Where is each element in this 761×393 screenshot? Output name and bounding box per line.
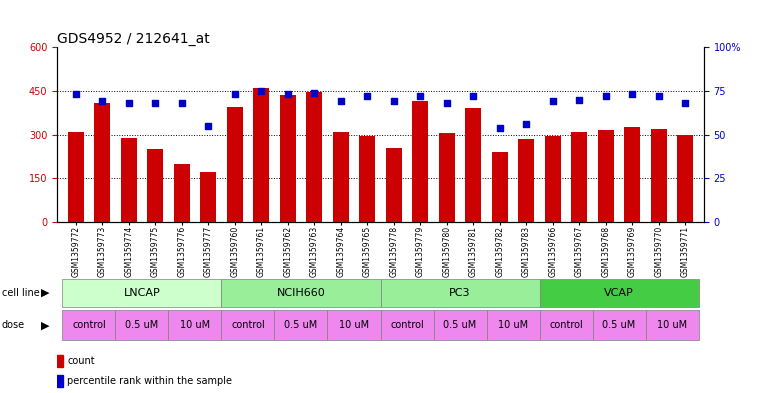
- Bar: [434, 310, 486, 340]
- Bar: [386, 148, 402, 222]
- Bar: [94, 103, 110, 222]
- Text: NCIH660: NCIH660: [276, 288, 326, 298]
- Bar: [412, 101, 428, 222]
- Text: PC3: PC3: [449, 288, 471, 298]
- Text: VCAP: VCAP: [604, 288, 634, 298]
- Point: [255, 88, 267, 94]
- Bar: [147, 149, 163, 222]
- Bar: [174, 164, 189, 222]
- Bar: [168, 310, 221, 340]
- Bar: [545, 136, 561, 222]
- Bar: [651, 129, 667, 222]
- Bar: [486, 310, 540, 340]
- Bar: [677, 134, 693, 222]
- Point: [441, 100, 453, 106]
- Point: [149, 100, 161, 106]
- Text: control: control: [231, 320, 265, 330]
- Text: percentile rank within the sample: percentile rank within the sample: [68, 376, 232, 386]
- Bar: [116, 310, 168, 340]
- Bar: [57, 355, 63, 367]
- Bar: [68, 132, 84, 222]
- Bar: [333, 132, 349, 222]
- Bar: [306, 92, 322, 222]
- Bar: [572, 132, 587, 222]
- Point: [387, 98, 400, 105]
- Text: 0.5 uM: 0.5 uM: [444, 320, 476, 330]
- Bar: [624, 127, 640, 222]
- Point: [228, 91, 240, 97]
- Text: ▶: ▶: [41, 288, 50, 298]
- Bar: [227, 107, 243, 222]
- Text: 0.5 uM: 0.5 uM: [603, 320, 635, 330]
- Text: ▶: ▶: [41, 320, 50, 330]
- Text: dose: dose: [2, 320, 24, 330]
- Point: [308, 90, 320, 96]
- Text: 10 uM: 10 uM: [498, 320, 528, 330]
- Bar: [327, 310, 380, 340]
- Point: [361, 93, 374, 99]
- Text: LNCAP: LNCAP: [123, 288, 161, 298]
- Text: GDS4952 / 212641_at: GDS4952 / 212641_at: [57, 32, 210, 46]
- Bar: [380, 310, 434, 340]
- Point: [626, 91, 638, 97]
- Bar: [62, 310, 116, 340]
- Text: cell line: cell line: [2, 288, 40, 298]
- Bar: [645, 310, 699, 340]
- Point: [467, 93, 479, 99]
- Point: [176, 100, 188, 106]
- Bar: [253, 88, 269, 222]
- Bar: [359, 136, 375, 222]
- Point: [96, 98, 108, 105]
- Bar: [540, 279, 699, 307]
- Text: 10 uM: 10 uM: [180, 320, 210, 330]
- Bar: [280, 95, 296, 222]
- Bar: [275, 310, 327, 340]
- Bar: [540, 310, 593, 340]
- Text: count: count: [68, 356, 95, 366]
- Point: [573, 96, 585, 103]
- Bar: [593, 310, 645, 340]
- Point: [494, 125, 506, 131]
- Point: [69, 91, 81, 97]
- Point: [202, 123, 215, 129]
- Bar: [598, 130, 614, 222]
- Point: [335, 98, 347, 105]
- Text: control: control: [390, 320, 424, 330]
- Point: [680, 100, 692, 106]
- Point: [123, 100, 135, 106]
- Text: 10 uM: 10 uM: [339, 320, 369, 330]
- Point: [282, 91, 294, 97]
- Text: 0.5 uM: 0.5 uM: [285, 320, 317, 330]
- Text: control: control: [549, 320, 583, 330]
- Bar: [121, 138, 137, 222]
- Bar: [380, 279, 540, 307]
- Point: [600, 93, 612, 99]
- Point: [653, 93, 665, 99]
- Bar: [221, 279, 380, 307]
- Text: 10 uM: 10 uM: [657, 320, 687, 330]
- Bar: [518, 139, 534, 222]
- Bar: [221, 310, 275, 340]
- Bar: [62, 279, 221, 307]
- Point: [414, 93, 426, 99]
- Bar: [57, 375, 63, 387]
- Bar: [200, 173, 216, 222]
- Point: [521, 121, 533, 127]
- Text: control: control: [72, 320, 106, 330]
- Text: 0.5 uM: 0.5 uM: [126, 320, 158, 330]
- Point: [546, 98, 559, 105]
- Bar: [439, 133, 455, 222]
- Bar: [492, 152, 508, 222]
- Bar: [465, 108, 481, 222]
